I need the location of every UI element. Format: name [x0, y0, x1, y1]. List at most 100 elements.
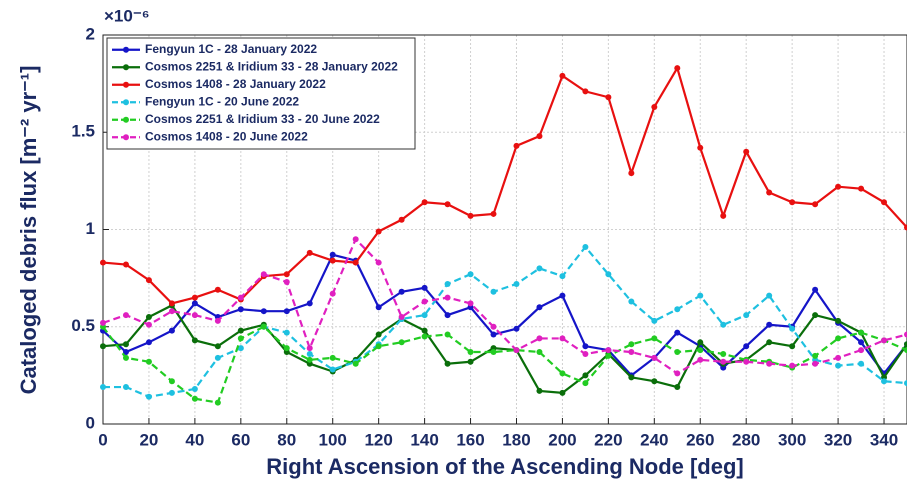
data-point — [651, 378, 658, 385]
data-point — [122, 354, 129, 361]
data-point — [881, 337, 888, 344]
legend: Fengyun 1C - 28 January 2022 Cosmos 2251 … — [106, 37, 416, 150]
data-point — [283, 345, 290, 352]
legend-label: Cosmos 2251 & Iridium 33 - 28 January 20… — [145, 59, 398, 73]
data-point — [651, 103, 658, 110]
data-point — [352, 236, 359, 243]
x-tick-label: 160 — [456, 430, 484, 449]
data-point — [812, 312, 819, 319]
x-tick-label: 20 — [139, 430, 158, 449]
data-point — [375, 259, 382, 266]
data-point — [283, 308, 290, 315]
data-point — [674, 384, 681, 391]
x-tick-label: 340 — [870, 430, 898, 449]
data-point — [835, 317, 842, 324]
data-point — [605, 271, 612, 278]
data-point — [191, 385, 198, 392]
data-point — [904, 341, 907, 348]
data-point — [100, 384, 106, 391]
series-line — [102, 65, 907, 305]
y-tick-label: 2 — [86, 24, 95, 43]
series-line — [103, 245, 907, 398]
data-point — [881, 199, 888, 206]
data-point — [421, 327, 428, 334]
data-point — [283, 279, 290, 286]
legend-marker — [123, 46, 129, 53]
data-point — [536, 349, 543, 356]
data-point — [168, 378, 175, 385]
data-point — [329, 251, 336, 258]
data-point — [789, 325, 796, 332]
data-point — [145, 314, 152, 321]
data-point — [214, 286, 221, 293]
data-point — [145, 339, 152, 346]
data-point — [191, 312, 198, 319]
data-point — [789, 343, 796, 350]
data-point — [812, 352, 819, 359]
data-point — [375, 343, 382, 350]
data-point — [122, 349, 129, 356]
y-tick-label: 1 — [86, 219, 95, 238]
data-point — [444, 360, 451, 367]
data-point — [743, 312, 750, 319]
x-tick-label: 140 — [410, 430, 438, 449]
data-point — [835, 335, 842, 342]
x-tick-label: 120 — [364, 430, 392, 449]
data-point — [605, 94, 612, 101]
data-point — [628, 170, 635, 177]
legend-label: Cosmos 1408 - 28 January 2022 — [145, 77, 326, 91]
data-point — [191, 337, 198, 344]
y-tick-label: 0.5 — [71, 316, 95, 335]
data-point — [651, 335, 658, 342]
data-point — [536, 133, 543, 140]
data-point — [858, 347, 865, 354]
x-tick-label: 0 — [98, 430, 107, 449]
x-axis-label: Right Ascension of the Ascending Node [d… — [266, 454, 744, 479]
legend-label: Cosmos 2251 & Iridium 33 - 20 June 2022 — [145, 112, 380, 126]
data-point — [122, 312, 129, 319]
data-point — [306, 249, 313, 256]
x-tick-label: 220 — [594, 430, 622, 449]
data-point — [375, 331, 382, 338]
legend-box — [106, 37, 416, 150]
data-point — [237, 327, 244, 334]
data-point — [835, 183, 842, 190]
data-point — [398, 339, 405, 346]
data-point — [145, 321, 152, 328]
data-point — [490, 210, 497, 217]
x-tick-label: 320 — [824, 430, 852, 449]
data-point — [421, 312, 428, 319]
data-point — [697, 292, 704, 299]
data-point — [306, 300, 313, 307]
legend-marker — [123, 99, 129, 106]
series-line — [102, 253, 907, 377]
data-point — [743, 148, 750, 155]
data-point — [858, 185, 865, 192]
data-point — [559, 335, 566, 342]
x-tick-label: 60 — [231, 430, 250, 449]
data-point — [812, 360, 819, 367]
data-point — [766, 360, 773, 367]
data-point — [605, 347, 612, 354]
data-point — [145, 358, 152, 365]
data-point — [743, 343, 750, 350]
x-tick-label: 260 — [686, 430, 714, 449]
legend-label: Fengyun 1C - 20 June 2022 — [145, 94, 299, 108]
data-point — [122, 261, 129, 268]
data-point — [329, 366, 336, 373]
data-point — [789, 362, 796, 369]
data-point — [283, 329, 290, 336]
data-point — [651, 354, 658, 361]
data-point — [444, 312, 451, 319]
data-point — [720, 321, 727, 328]
data-point — [628, 298, 635, 305]
data-point — [858, 329, 865, 336]
data-point — [168, 327, 175, 334]
data-point — [191, 294, 198, 301]
data-point — [812, 201, 819, 208]
data-point — [536, 335, 543, 342]
x-tick-label: 300 — [778, 430, 806, 449]
data-point — [100, 259, 106, 266]
data-point — [467, 300, 474, 307]
